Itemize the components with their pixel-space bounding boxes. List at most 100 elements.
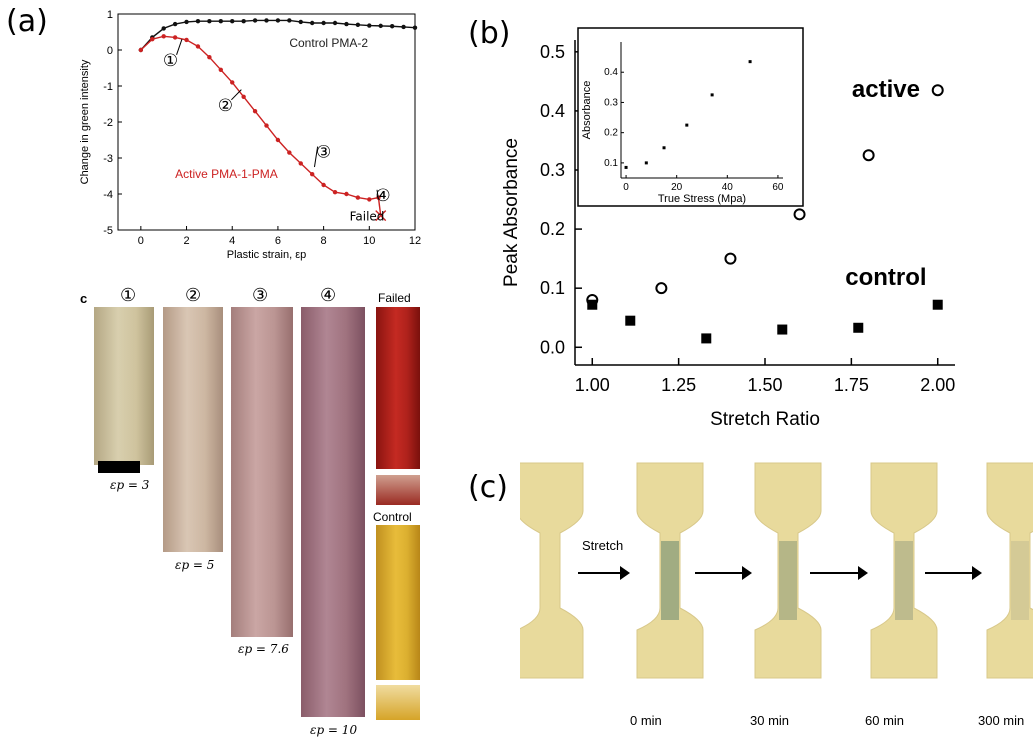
inset-point bbox=[644, 161, 648, 165]
control-point bbox=[625, 315, 636, 326]
data-point bbox=[401, 24, 406, 30]
data-point bbox=[344, 21, 349, 27]
series-line bbox=[140, 35, 379, 201]
data-point bbox=[241, 19, 246, 24]
inset-point bbox=[710, 93, 714, 97]
legend-label: Control PMA-2 bbox=[289, 36, 368, 50]
y-tick-label: 0.1 bbox=[540, 278, 565, 298]
inset-x-tick-label: 40 bbox=[722, 182, 734, 193]
leader-line bbox=[313, 146, 319, 168]
time-label: 0 min bbox=[630, 713, 662, 728]
data-point bbox=[161, 34, 166, 39]
x-tick-label: 6 bbox=[275, 235, 281, 247]
specimen-unstretched bbox=[520, 462, 584, 679]
time-label: 30 min bbox=[750, 713, 790, 728]
active-point bbox=[793, 208, 806, 221]
specimen-strip-1 bbox=[94, 307, 154, 465]
panel-b-label: (b) bbox=[468, 16, 511, 51]
data-point bbox=[172, 21, 178, 27]
control-point bbox=[932, 299, 943, 310]
data-point bbox=[287, 150, 292, 155]
data-point bbox=[378, 23, 383, 29]
failure-line bbox=[377, 197, 382, 216]
data-point bbox=[275, 137, 281, 143]
y-tick-label: 0.5 bbox=[540, 42, 565, 62]
annotation: ① bbox=[163, 51, 178, 71]
data-point bbox=[184, 19, 189, 25]
inset-x-tick-label: 20 bbox=[671, 182, 683, 193]
inset-x-axis-label: True Stress (Mpa) bbox=[658, 193, 746, 205]
specimen-strip-4 bbox=[301, 307, 365, 717]
strip-number: ③ bbox=[252, 285, 269, 305]
annotation: ② bbox=[218, 96, 233, 116]
y-axis-label: Peak Absorbance bbox=[501, 138, 522, 287]
data-point bbox=[367, 23, 372, 28]
y-tick-label: -3 bbox=[103, 153, 113, 165]
active-point bbox=[655, 282, 668, 295]
inset-y-axis-label: Absorbance bbox=[581, 81, 593, 140]
data-point bbox=[230, 19, 235, 24]
legend-label: control bbox=[845, 264, 926, 291]
chart-b: 1.00 1.25 1.50 1.75 2.00 0.0 0.1 0.2 0.3 0.4 0.5 St… bbox=[501, 27, 955, 430]
inset-point bbox=[748, 60, 752, 64]
data-point bbox=[241, 94, 246, 100]
x-tick-label: 10 bbox=[363, 235, 375, 247]
x-tick-label: 1.50 bbox=[747, 375, 782, 395]
data-point bbox=[309, 20, 315, 26]
data-point bbox=[172, 35, 178, 40]
data-point bbox=[252, 18, 258, 23]
x-tick-label: 2.00 bbox=[920, 375, 955, 395]
arrow-head-icon bbox=[972, 566, 982, 580]
data-point bbox=[264, 123, 269, 128]
data-point bbox=[332, 20, 338, 26]
inset-y-tick-label: 0.3 bbox=[604, 97, 618, 108]
control-sample-top bbox=[376, 525, 420, 680]
data-point bbox=[195, 19, 201, 24]
inset-y-tick-label: 0.2 bbox=[604, 128, 618, 139]
control-point bbox=[701, 333, 712, 344]
y-tick-label: 0.4 bbox=[540, 101, 565, 121]
inset-x-tick-label: 60 bbox=[772, 182, 784, 193]
data-point bbox=[355, 22, 361, 27]
data-point bbox=[412, 25, 418, 30]
data-point bbox=[218, 67, 224, 73]
y-tick-label: -4 bbox=[103, 189, 113, 201]
inset-frame bbox=[577, 27, 804, 207]
strip-caption: εp = 10 bbox=[310, 723, 358, 737]
data-point bbox=[207, 19, 212, 24]
data-point bbox=[218, 19, 224, 24]
x-tick-label: 2 bbox=[183, 235, 189, 247]
data-point bbox=[321, 20, 326, 26]
data-point bbox=[367, 197, 372, 202]
data-point bbox=[309, 172, 315, 177]
photo-panel-a: c ① εp = 3 ② εp = 5 ③ εp = 7.6 ④ εp = 10… bbox=[80, 285, 430, 737]
annotation: Failed bbox=[350, 210, 385, 224]
stretch-label: Stretch bbox=[582, 538, 624, 553]
failed-label: Failed bbox=[378, 291, 411, 305]
x-tick-label: 1.25 bbox=[661, 375, 696, 395]
data-point bbox=[184, 37, 189, 43]
specimen-strip-3 bbox=[231, 307, 293, 637]
arrow-head-icon bbox=[620, 566, 630, 580]
failed-sample-bottom bbox=[376, 475, 420, 505]
x-axis-label: Stretch Ratio bbox=[710, 409, 820, 430]
data-point bbox=[275, 18, 281, 23]
dogbone-specimens bbox=[520, 462, 1033, 679]
x-tick-label: 8 bbox=[321, 235, 327, 247]
data-point bbox=[195, 44, 201, 49]
specimen-300min bbox=[986, 462, 1033, 679]
time-label: 60 min bbox=[865, 713, 905, 728]
legend-label: active bbox=[852, 76, 920, 103]
panel-a-label: (a) bbox=[6, 4, 48, 39]
scale-bar bbox=[98, 461, 140, 473]
y-tick-label: -1 bbox=[103, 81, 113, 93]
data-point bbox=[355, 195, 361, 200]
inset-y-tick-label: 0.4 bbox=[604, 67, 618, 78]
control-sample-bottom bbox=[376, 685, 420, 720]
x-tick-label: 0 bbox=[138, 235, 144, 247]
leader-line bbox=[376, 189, 379, 200]
data-point bbox=[138, 47, 144, 53]
panel-c-label: (c) bbox=[468, 470, 508, 505]
arrow-head-icon bbox=[742, 566, 752, 580]
